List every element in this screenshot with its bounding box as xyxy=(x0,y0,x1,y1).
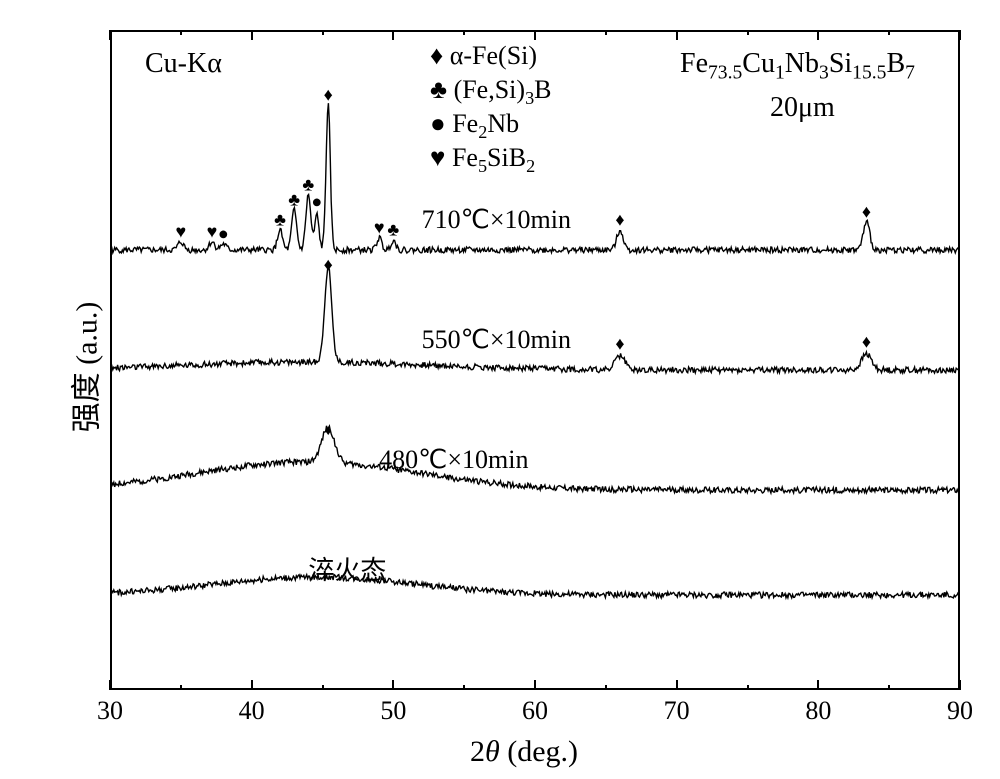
phase-marker: ♦ xyxy=(862,202,871,223)
phase-marker: ♣ xyxy=(387,220,399,241)
xrd-curves xyxy=(110,30,960,690)
phase-marker: ♦ xyxy=(615,210,624,231)
x-tick-label: 30 xyxy=(97,696,123,726)
phase-marker: ♦ xyxy=(324,85,333,106)
xrd-curve xyxy=(110,574,960,598)
phase-marker: ♣ xyxy=(274,210,286,231)
phase-marker: ♥ xyxy=(175,222,186,243)
x-tick-label: 60 xyxy=(522,696,548,726)
xrd-curve xyxy=(110,266,960,373)
curve-label: 710℃×10min xyxy=(422,205,571,235)
phase-marker: ● xyxy=(311,192,322,213)
phase-marker: ♦ xyxy=(615,334,624,355)
x-axis-title: 2θ (deg.) xyxy=(470,735,578,769)
phase-marker: ♦ xyxy=(862,332,871,353)
curve-label: 淬火态 xyxy=(308,550,386,587)
legend-item: ● Fe2Nb xyxy=(430,108,519,143)
x-tick-label: 80 xyxy=(805,696,831,726)
phase-marker: ● xyxy=(218,224,229,245)
legend-item: ♣ (Fe,Si)3B xyxy=(430,74,552,109)
curve-label: 550℃×10min xyxy=(422,325,571,355)
chart-container: Cu-Kα Fe73.5Cu1Nb3Si15.5B7 20μm 强度 (a.u.… xyxy=(0,0,1000,779)
legend-item: ♥ Fe5SiB2 xyxy=(430,142,535,177)
curve-label: 480℃×10min xyxy=(379,445,528,475)
phase-marker: ♦ xyxy=(325,422,332,438)
x-tick-label: 50 xyxy=(380,696,406,726)
x-tick-label: 70 xyxy=(664,696,690,726)
y-axis-title: 强度 (a.u.) xyxy=(61,302,105,433)
x-tick-label: 40 xyxy=(239,696,265,726)
legend-item: ♦ α-Fe(Si) xyxy=(430,40,537,71)
phase-marker: ♦ xyxy=(324,255,333,276)
phase-marker: ♥ xyxy=(374,218,385,239)
phase-marker: ♣ xyxy=(288,190,300,211)
xrd-curve xyxy=(110,426,960,493)
x-tick-label: 90 xyxy=(947,696,973,726)
phase-marker: ♥ xyxy=(207,222,218,243)
